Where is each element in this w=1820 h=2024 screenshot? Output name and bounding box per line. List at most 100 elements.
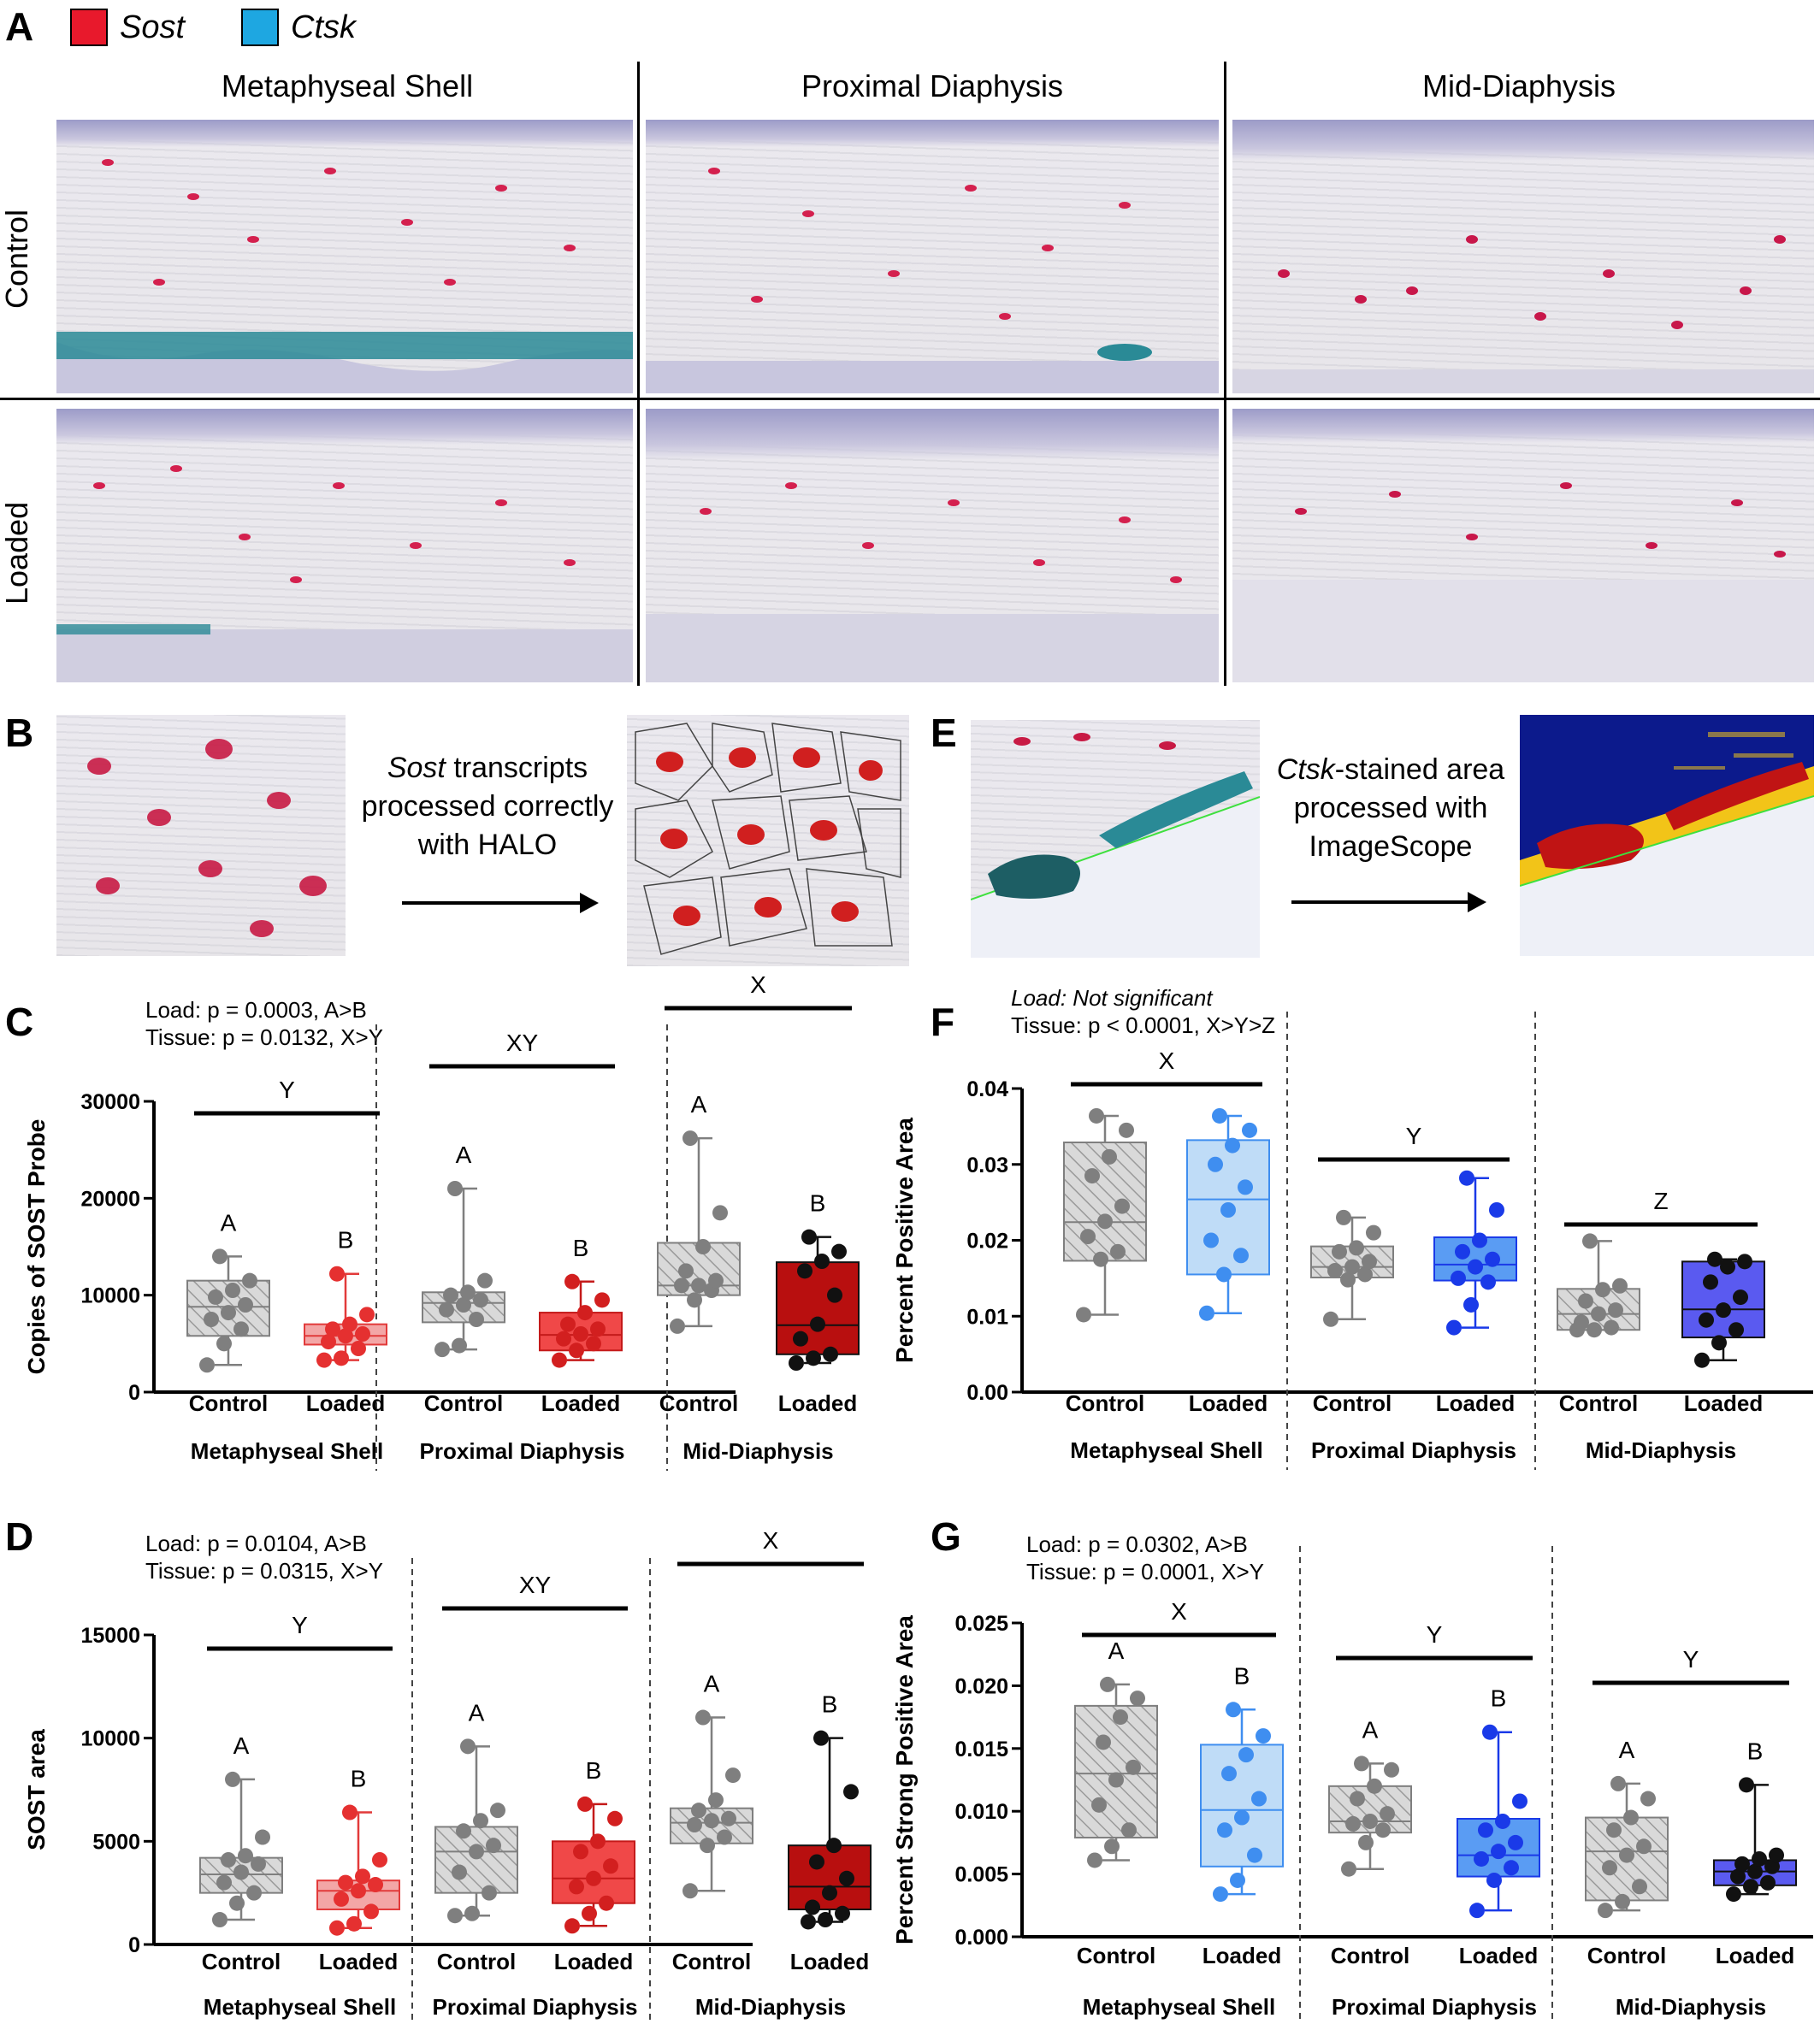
category-label: Control [1077, 1943, 1155, 1968]
significance-letter: B [338, 1227, 354, 1254]
data-point [216, 1336, 232, 1352]
panel-b-description: Sost transcripts processed correctly wit… [342, 749, 633, 864]
data-point [208, 1289, 223, 1305]
data-point [221, 1305, 236, 1321]
data-point [814, 1254, 830, 1269]
data-point [1238, 1747, 1254, 1763]
data-point [1366, 1224, 1381, 1241]
y-tick-label: 5000 [92, 1830, 140, 1854]
data-point [1220, 1202, 1236, 1218]
data-point [704, 1813, 719, 1829]
micrograph-loaded-metaphyseal-shell [56, 409, 633, 682]
data-point [1615, 1893, 1630, 1909]
box [1328, 1785, 1412, 1834]
data-point [1619, 1847, 1634, 1863]
significance-letter: B [1234, 1662, 1250, 1689]
data-point [216, 1874, 232, 1891]
data-point [1703, 1274, 1718, 1290]
legend-item-sost: Sost [70, 9, 185, 46]
category-label: Control [437, 1949, 516, 1974]
data-point [439, 1301, 454, 1318]
data-point [607, 1810, 623, 1826]
category-label: Control [1587, 1943, 1666, 1968]
data-point [1100, 1676, 1115, 1692]
panel-e-arrow-head [1468, 892, 1486, 912]
data-point [1752, 1850, 1767, 1867]
data-point [831, 1243, 847, 1260]
category-label: Control [1331, 1943, 1409, 1968]
y-tick-label: 0.025 [954, 1612, 1008, 1636]
data-point [569, 1879, 584, 1895]
data-point [1345, 1815, 1361, 1832]
column-header-mid-diaphysis: Mid-Diaphysis [1421, 68, 1616, 103]
data-point [1587, 1322, 1602, 1338]
micrograph-control-proximal-diaphysis [646, 120, 1219, 393]
data-point [839, 1870, 854, 1886]
stats-text: Load: p = 0.0302, A>B [1026, 1531, 1248, 1557]
data-point [556, 1331, 571, 1347]
data-point [1119, 1122, 1134, 1138]
category-label: Control [1066, 1390, 1144, 1416]
data-point [1251, 1791, 1267, 1807]
category-label: Loaded [1189, 1390, 1268, 1416]
panel-a-vertical-divider-1 [637, 62, 640, 686]
tissue-group-label: Metaphyseal Shell [1083, 1994, 1275, 2020]
ctsk-swatch [241, 9, 279, 46]
panel-e-description: Ctsk-stained area processed with ImageSc… [1262, 751, 1519, 866]
data-point [325, 1321, 340, 1337]
data-point [1384, 1761, 1399, 1778]
data-point [1130, 1691, 1145, 1707]
data-point [1474, 1850, 1489, 1867]
data-point [552, 1352, 567, 1368]
y-tick-label: 0.02 [966, 1230, 1008, 1254]
data-point [1716, 1302, 1731, 1319]
data-point [708, 1272, 724, 1289]
category-label: Control [202, 1949, 281, 1974]
data-point [1199, 1305, 1214, 1321]
data-point [473, 1813, 488, 1829]
stats-text: Load: p = 0.0104, A>B [145, 1531, 367, 1556]
category-label: Loaded [1459, 1943, 1538, 1968]
data-point [1608, 1302, 1623, 1319]
data-point [1574, 1314, 1589, 1331]
significance-letter: B [573, 1235, 589, 1261]
column-header-metaphyseal-shell: Metaphyseal Shell [221, 68, 474, 103]
panel-b-text-line1-rest: transcripts [445, 752, 588, 784]
data-point [717, 1829, 732, 1845]
micrograph-ctsk-imagescope-heatmap [1520, 715, 1814, 956]
data-point [1446, 1319, 1462, 1336]
data-point [1495, 1813, 1510, 1829]
data-point [1480, 1274, 1496, 1290]
data-point [1769, 1847, 1784, 1863]
category-label: Control [189, 1390, 268, 1416]
data-point [582, 1905, 597, 1921]
data-point [334, 1350, 349, 1366]
y-tick-label: 0.005 [954, 1863, 1008, 1887]
y-tick-label: 0 [128, 1933, 140, 1957]
stats-load-text: Load: Not significant [1011, 985, 1214, 1011]
micrograph-ctsk-raw [971, 720, 1260, 958]
data-point [818, 1912, 833, 1928]
data-point [1459, 1170, 1474, 1186]
data-point [822, 1885, 837, 1901]
data-point [1114, 1198, 1130, 1214]
tissue-group-label: Mid-Diaphysis [1616, 1994, 1766, 2020]
data-point [1121, 1822, 1137, 1838]
panel-e-text-line1-rest: -stained area [1334, 753, 1505, 786]
panel-letter-e: E [931, 711, 957, 755]
tissue-group-letter: Y [1683, 1646, 1699, 1673]
data-point [1694, 1352, 1710, 1368]
category-label: Loaded [1436, 1390, 1515, 1416]
category-label: Loaded [778, 1390, 857, 1416]
category-label: Loaded [790, 1949, 869, 1974]
y-tick-label: 0.00 [966, 1381, 1008, 1405]
data-point [843, 1784, 859, 1800]
data-point [801, 1914, 816, 1930]
data-point [1726, 1886, 1741, 1903]
data-point [826, 1838, 842, 1854]
significance-letter: B [1747, 1738, 1764, 1764]
data-point [835, 1905, 850, 1921]
data-point [1221, 1766, 1237, 1782]
category-label: Control [659, 1390, 738, 1416]
